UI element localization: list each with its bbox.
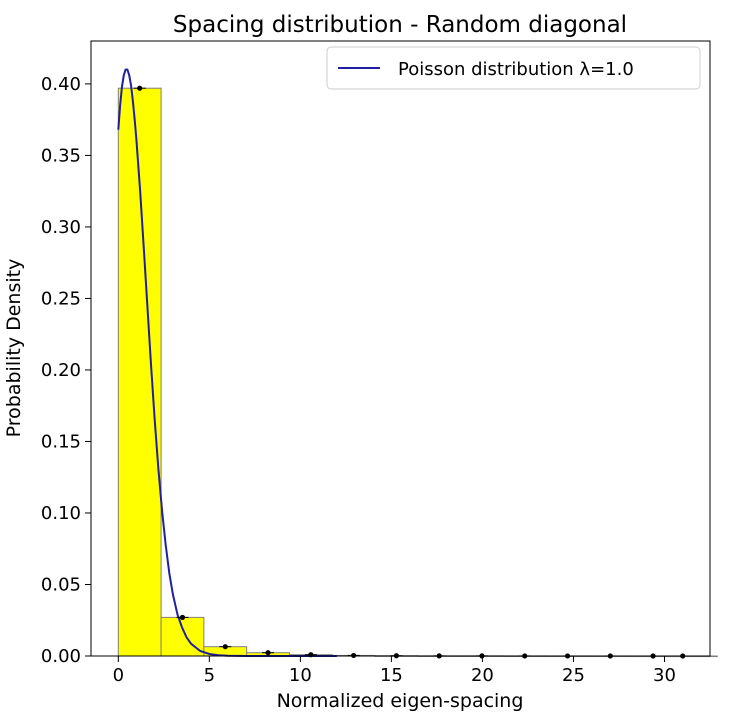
x-tick-label: 0 — [113, 665, 124, 686]
y-tick-label: 0.35 — [41, 145, 81, 166]
y-axis-label: Probability Density — [3, 259, 25, 438]
marker-dot — [308, 652, 314, 658]
y-tick-label: 0.15 — [41, 431, 81, 452]
marker-dot — [179, 614, 186, 620]
data-marker — [347, 652, 360, 659]
x-tick-label: 20 — [471, 665, 494, 686]
x-tick-label: 30 — [653, 665, 676, 686]
y-tick-label: 0.30 — [41, 217, 81, 238]
data-marker — [133, 85, 146, 91]
y-tick-label: 0.10 — [41, 503, 81, 524]
x-axis-label: Normalized eigen-spacing — [277, 690, 524, 712]
y-tick-label: 0.00 — [41, 646, 81, 667]
data-marker — [262, 650, 275, 656]
legend-label: Poisson distribution λ=1.0 — [398, 59, 634, 80]
marker-dot — [351, 652, 357, 659]
data-marker — [219, 644, 232, 650]
y-tick-label: 0.25 — [41, 288, 81, 309]
marker-dot — [137, 85, 143, 91]
marker-dot — [265, 650, 271, 656]
chart-title: Spacing distribution - Random diagonal — [173, 12, 627, 38]
legend: Poisson distribution λ=1.0 — [326, 46, 701, 90]
y-tick-label: 0.40 — [41, 74, 81, 95]
y-tick-label: 0.05 — [41, 574, 81, 595]
y-tick-label: 0.20 — [41, 360, 81, 381]
legend-box — [326, 46, 701, 90]
x-tick-label: 25 — [562, 665, 585, 686]
data-marker — [176, 614, 189, 620]
x-tick-label: 10 — [289, 665, 312, 686]
plot-area-frame — [90, 40, 711, 657]
marker-dot — [222, 644, 228, 650]
x-tick-label: 5 — [204, 665, 215, 686]
histogram-bar — [160, 616, 205, 657]
x-axis-ticks: 0 5 10 15 20 25 30 — [113, 656, 676, 686]
y-axis-ticks: 0.00 0.05 0.10 0.15 0.20 0.25 0.30 0.35 0.40 — [41, 74, 91, 667]
x-tick-label: 15 — [380, 665, 403, 686]
